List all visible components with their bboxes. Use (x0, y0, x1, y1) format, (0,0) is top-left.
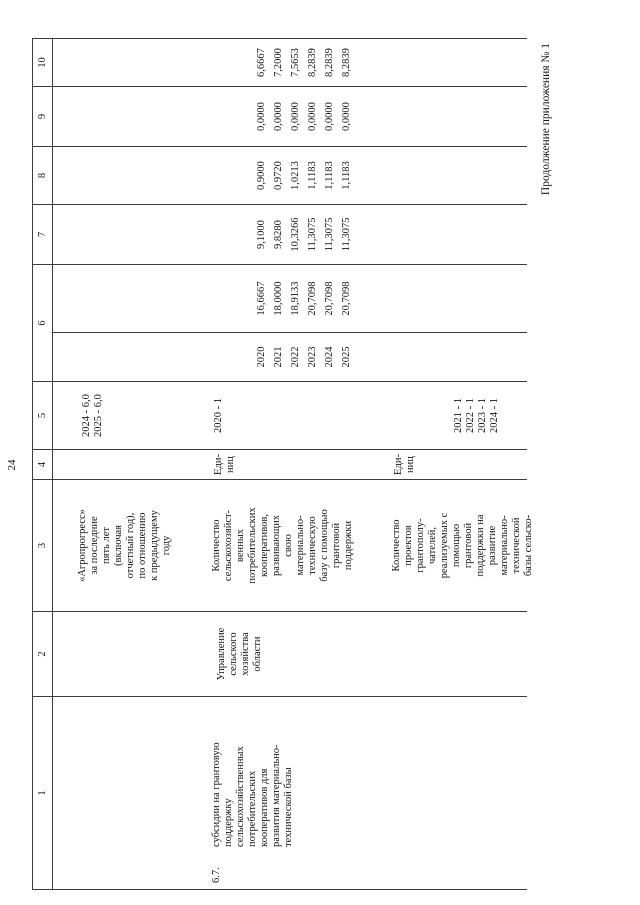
column-header-9: 9 (33, 86, 53, 146)
financing-col6-cell: 16,6667 18,0000 18,9133 20,7098 20,7098 … (53, 264, 527, 332)
indicator-values-cell: 2024 - 6,0 2025 - 6,0 2020 - 1 2021 - 1 … (53, 381, 527, 449)
column-header-2: 2 (33, 611, 53, 696)
financing-years: 2020 2021 2022 2023 2024 2025 (256, 346, 352, 368)
indicator-2-name: Количество сельскохозяйст- венных потреб… (211, 507, 354, 584)
indicator-2-unit: Еди- ниц (213, 454, 236, 475)
indicator-2-values: 2020 - 1 (213, 398, 224, 433)
financing-col6-values: 16,6667 18,0000 18,9133 20,7098 20,7098 … (256, 281, 352, 316)
financing-col8-cell: 0,9000 0,9720 1,0213 1,1183 1,1183 1,118… (53, 146, 527, 204)
column-header-1: 1 (33, 696, 53, 889)
indicators-cell: «Агропрогресс» за последние пять лет (вк… (53, 479, 534, 611)
financing-years-cell: 2020 2021 2022 2023 2024 2025 (53, 332, 527, 381)
financing-col10-values: 6,6667 7,2000 7,5653 8,2839 8,2839 8,283… (256, 48, 352, 77)
indicator-3-values: 2021 - 1 2022 - 1 2023 - 1 2024 - 1 (453, 398, 500, 433)
financing-col9-cell: 0,0000 0,0000 0,0000 0,0000 0,0000 0,000… (53, 86, 527, 146)
financing-col7-values: 9,1000 9,8280 10,3266 11,3075 11,3075 11… (256, 217, 352, 252)
indicator-1-name: «Агропрогресс» за последние пять лет (вк… (77, 509, 172, 582)
column-header-10: 10 (33, 39, 53, 86)
column-header-4: 4 (33, 449, 53, 479)
column-header-8: 8 (33, 146, 53, 204)
financing-col9-values: 0,0000 0,0000 0,0000 0,0000 0,0000 0,000… (256, 102, 352, 131)
indicator-3-name: Количество проектов грантополу- чателей,… (391, 512, 534, 579)
indicator-3-unit: Еди- ниц (393, 454, 416, 475)
column-header-3: 3 (33, 479, 53, 611)
executor-text: Управление сельского хозяйства области (216, 627, 263, 681)
financing-col7-cell: 9,1000 9,8280 10,3266 11,3075 11,3075 11… (53, 204, 527, 264)
units-cell: Еди- ниц Еди- ниц (53, 449, 527, 479)
measure-text: субсидии на грантовую поддержку сельскох… (211, 742, 294, 847)
column-header-6: 6 (33, 264, 53, 381)
measure-cell: 6.7. субсидии на грантовую поддержку сел… (53, 696, 527, 889)
financing-col8-values: 0,9000 0,9720 1,0213 1,1183 1,1183 1,118… (256, 161, 352, 190)
financing-col10-cell: 6,6667 7,2000 7,5653 8,2839 8,2839 8,283… (53, 39, 527, 86)
continuation-header: Продолжение приложения № 1 (540, 43, 552, 196)
row-number: 6.7. (211, 867, 222, 883)
column-header-7: 7 (33, 204, 53, 264)
executor-cell: Управление сельского хозяйства области (53, 611, 527, 696)
appendix-table: 1 2 3 4 5 6 7 8 9 10 6.7. субсидии на гр… (32, 38, 534, 890)
indicator-1-values: 2024 - 6,0 2025 - 6,0 (81, 394, 104, 437)
column-header-5: 5 (33, 381, 53, 449)
page-number: 24 (6, 459, 18, 471)
